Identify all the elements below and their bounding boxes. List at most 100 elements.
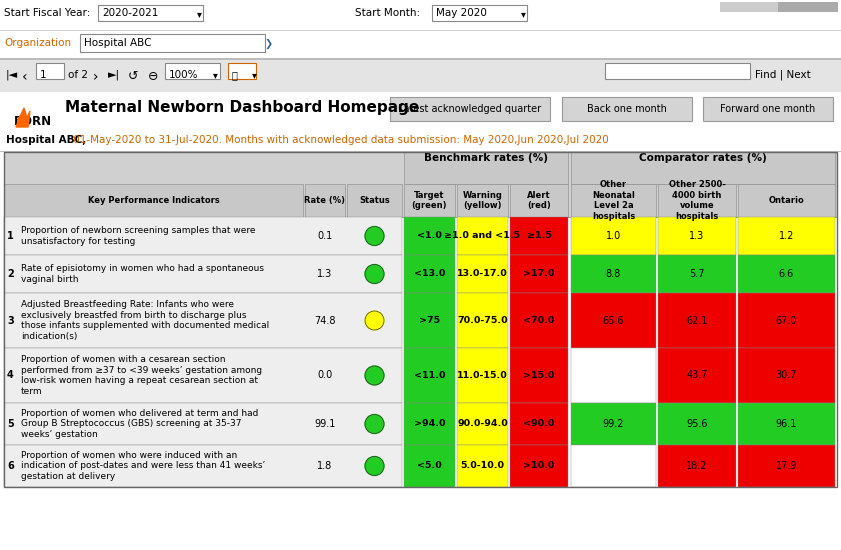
Bar (432, 5, 527, 21)
Bar (571, 293, 656, 348)
Bar (347, 184, 402, 217)
Text: |◄: |◄ (6, 70, 19, 80)
Bar (510, 293, 568, 348)
Text: >75: >75 (419, 316, 440, 325)
Bar (404, 217, 455, 255)
Bar (703, 97, 833, 121)
Text: 5.0-10.0: 5.0-10.0 (461, 461, 505, 470)
Text: 30.7: 30.7 (775, 371, 797, 381)
Bar (404, 445, 455, 487)
Bar (0, 130, 841, 131)
Bar (571, 152, 835, 184)
Text: Ontario: Ontario (769, 196, 804, 205)
Bar (4, 293, 402, 348)
Text: Proportion of women who were induced with an
indication of post-dates and were l: Proportion of women who were induced wit… (21, 451, 265, 481)
Bar (390, 97, 550, 121)
Text: Status: Status (359, 196, 390, 205)
Bar (457, 217, 508, 255)
Text: ↺: ↺ (128, 70, 139, 83)
Bar (457, 445, 508, 487)
Text: 5: 5 (7, 419, 13, 429)
Text: 96.1: 96.1 (775, 419, 797, 429)
Bar (4, 184, 303, 217)
Text: Adjusted Breastfeeding Rate: Infants who were
exclusively breastfed from birth t: Adjusted Breastfeeding Rate: Infants who… (21, 300, 269, 340)
Text: 67.0: 67.0 (775, 316, 797, 326)
Bar (738, 293, 835, 348)
Text: 01-May-2020 to 31-Jul-2020. Months with acknowledged data submission: May 2020,J: 01-May-2020 to 31-Jul-2020. Months with … (70, 135, 609, 145)
Bar (658, 403, 736, 445)
Text: 6.6: 6.6 (779, 269, 794, 279)
Bar (4, 348, 402, 403)
Circle shape (365, 227, 384, 245)
Bar (404, 348, 455, 403)
Bar (404, 255, 455, 293)
Text: 1.2: 1.2 (779, 231, 794, 241)
Text: 4: 4 (7, 371, 13, 381)
Text: ▾: ▾ (252, 70, 257, 80)
Text: 8.8: 8.8 (606, 269, 621, 279)
Bar (228, 63, 256, 79)
Bar (571, 184, 656, 217)
Circle shape (365, 265, 384, 283)
Bar (0, 0, 841, 30)
Bar (457, 348, 508, 403)
Text: 1.8: 1.8 (317, 461, 333, 471)
Text: 2020-2021: 2020-2021 (102, 8, 158, 18)
Bar (510, 445, 568, 487)
Bar (510, 403, 568, 445)
Bar (457, 255, 508, 293)
Text: >10.0: >10.0 (523, 461, 555, 470)
Bar (778, 2, 838, 12)
Text: ►|: ►| (108, 70, 120, 80)
Bar (658, 348, 736, 403)
Text: Warning
(yellow): Warning (yellow) (463, 191, 502, 210)
Bar (0, 58, 841, 60)
Bar (404, 293, 455, 348)
Bar (36, 63, 64, 79)
Circle shape (365, 456, 384, 476)
Text: <1.0: <1.0 (417, 232, 442, 240)
Text: ‹: ‹ (22, 70, 28, 84)
Bar (4, 403, 402, 445)
Text: >94.0: >94.0 (414, 420, 445, 428)
Bar (510, 348, 568, 403)
Bar (4, 152, 837, 217)
Bar (571, 348, 656, 403)
Bar (0, 152, 841, 550)
Bar (510, 217, 568, 255)
Bar (4, 152, 837, 487)
Bar (98, 5, 203, 21)
Text: Proportion of women with a cesarean section
performed from ≥37 to <39 weeks’ ges: Proportion of women with a cesarean sect… (21, 355, 262, 395)
Text: 1.3: 1.3 (690, 231, 705, 241)
Text: Other 2500-
4000 birth
volume
hospitals: Other 2500- 4000 birth volume hospitals (669, 180, 726, 221)
Text: <70.0: <70.0 (523, 316, 555, 325)
Bar (457, 293, 508, 348)
Bar (738, 184, 835, 217)
Circle shape (365, 366, 384, 385)
Bar (0, 31, 841, 58)
Text: Back one month: Back one month (587, 104, 667, 114)
Bar (571, 403, 656, 445)
Text: Hospital ABC: Hospital ABC (84, 38, 151, 48)
Text: Benchmark rates (%): Benchmark rates (%) (424, 153, 548, 163)
Bar (571, 217, 656, 255)
Text: ❯: ❯ (265, 39, 273, 49)
Text: ›: › (93, 70, 98, 84)
Bar (0, 92, 841, 130)
Bar (658, 445, 736, 487)
Text: ▾: ▾ (197, 9, 202, 19)
Text: ▾: ▾ (521, 9, 526, 19)
Text: 100%: 100% (169, 70, 198, 80)
Bar (658, 184, 736, 217)
Text: Organization: Organization (4, 38, 71, 48)
Bar (4, 445, 402, 487)
Bar (738, 445, 835, 487)
Text: <13.0: <13.0 (414, 270, 445, 278)
Text: 17.9: 17.9 (775, 461, 797, 471)
Text: >15.0: >15.0 (523, 371, 555, 380)
Bar (510, 255, 568, 293)
Bar (0, 130, 841, 151)
Text: <11.0: <11.0 (414, 371, 445, 380)
Text: 11.0-15.0: 11.0-15.0 (458, 371, 508, 380)
Text: 3: 3 (7, 316, 13, 326)
